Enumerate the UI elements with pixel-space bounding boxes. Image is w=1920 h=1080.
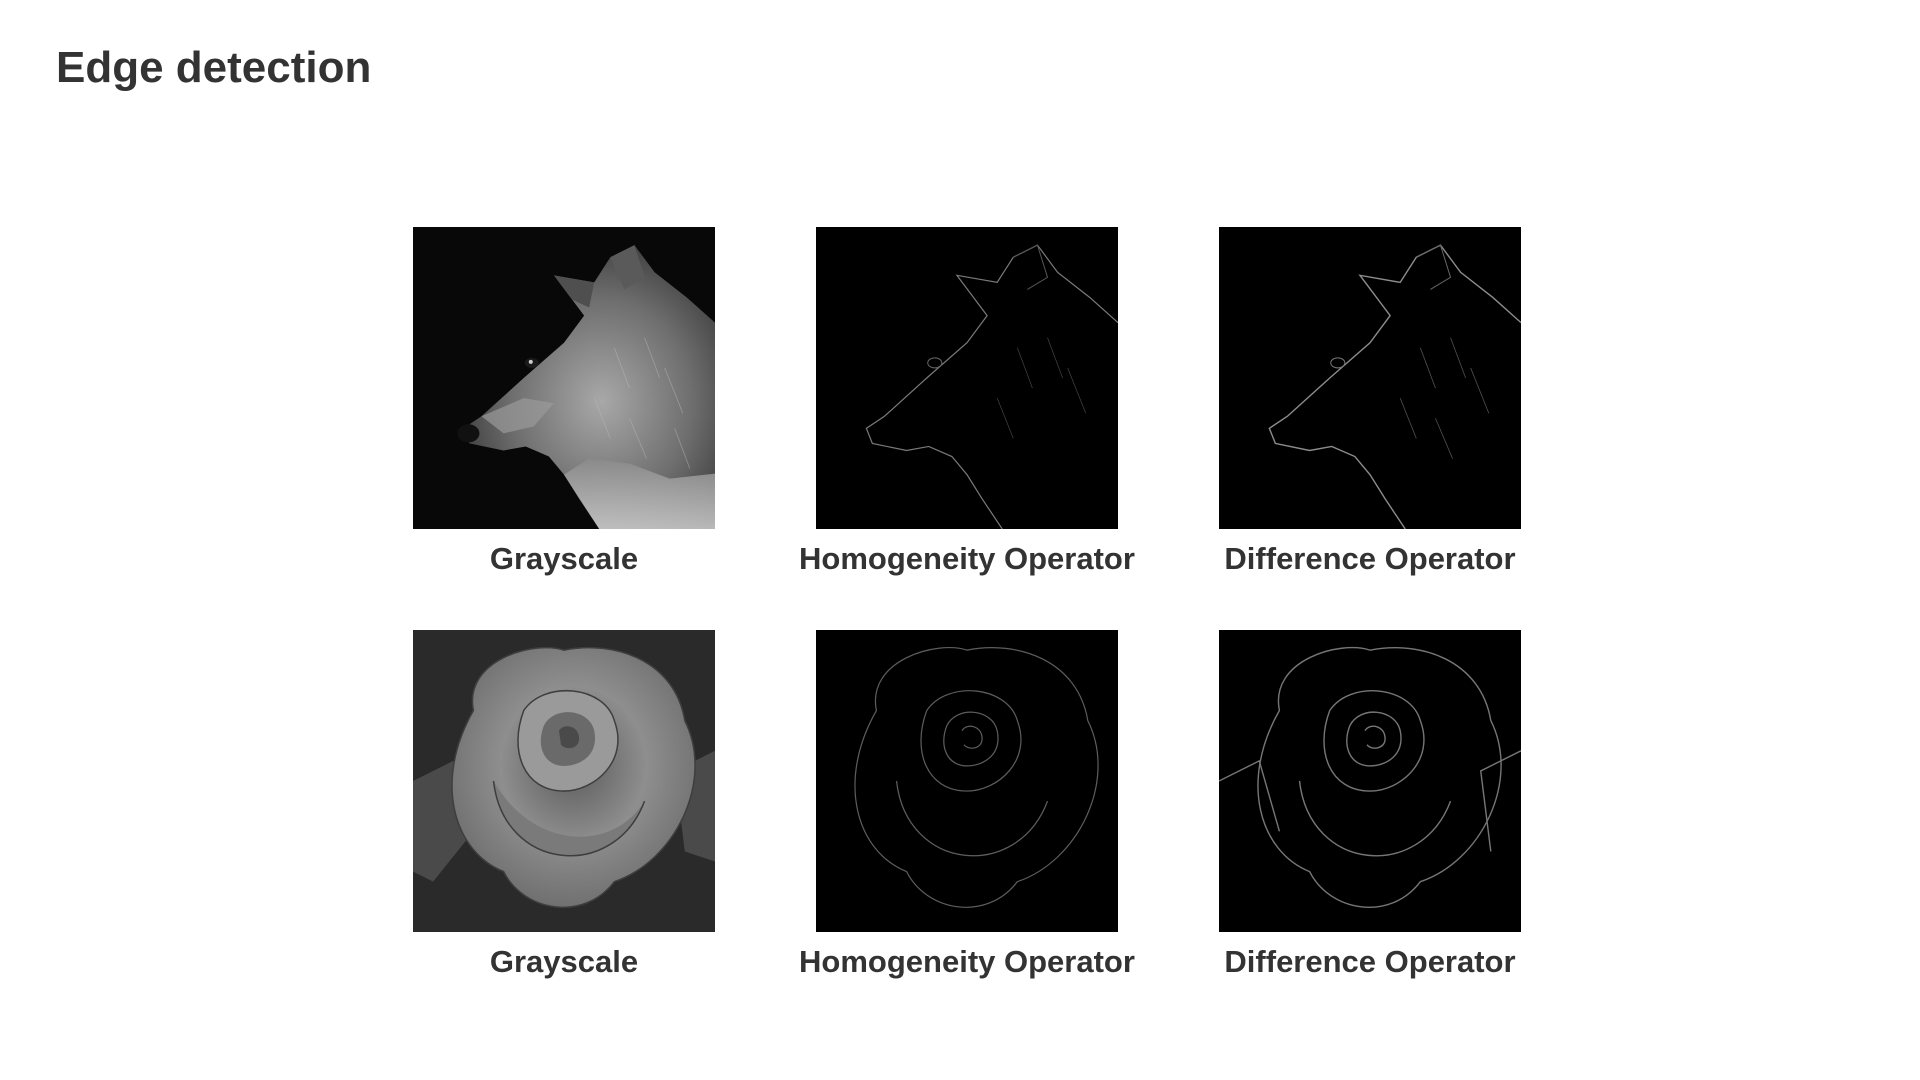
slide-title: Edge detection [56,43,372,92]
rose-homogeneity-image [816,630,1118,932]
wolf-difference-image [1219,227,1521,529]
wolf-grayscale-image [413,227,715,529]
wolf-grayscale-caption: Grayscale [489,541,639,576]
rose-difference-image [1219,630,1521,932]
wolf-difference-caption: Difference Operator [1224,541,1516,576]
wolf-homogeneity-caption: Homogeneity Operator [799,541,1135,576]
rose-grayscale-image [413,630,715,932]
wolf-homogeneity-image [816,227,1118,529]
rose-grayscale-caption: Grayscale [489,944,639,979]
rose-homogeneity-caption: Homogeneity Operator [799,944,1135,979]
rose-difference-caption: Difference Operator [1224,944,1516,979]
